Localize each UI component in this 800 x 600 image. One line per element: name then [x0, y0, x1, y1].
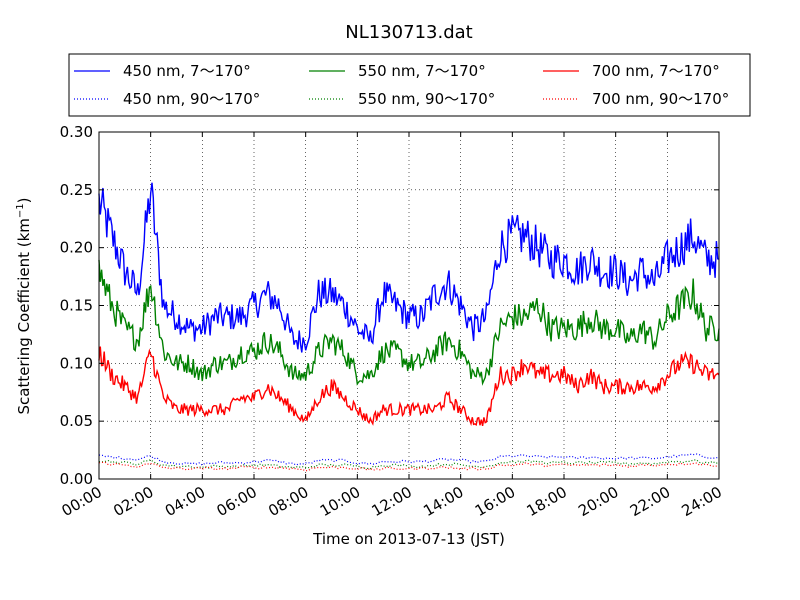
y-tick-label: 0.25 [60, 181, 93, 199]
x-tick-labels: 00:00 02:00 04:00 06:00 08:00 10:00 12:00 14:00… [59, 483, 725, 520]
y-tick-label: 0.15 [60, 297, 93, 315]
y-axis-label-sup: −1 [15, 203, 26, 218]
x-tick-label: 14:00 [420, 483, 466, 520]
legend-label: 700 nm, 7～170° [592, 62, 720, 80]
x-tick-label: 20:00 [575, 483, 621, 520]
legend-label: 450 nm, 90～170° [123, 90, 260, 108]
x-tick-label: 24:00 [679, 483, 725, 520]
legend: 450 nm, 7～170° 550 nm, 7～170° 700 nm, 7～17… [68, 53, 751, 117]
y-tick-label: 0.10 [60, 354, 93, 372]
y-tick-label: 0.20 [60, 239, 93, 257]
x-tick-label: 08:00 [265, 483, 311, 520]
x-tick-label: 22:00 [627, 483, 673, 520]
x-tick-label: 00:00 [59, 483, 105, 520]
series-line-4 [98, 346, 720, 427]
legend-item: 700 nm, 7～170° [543, 62, 720, 80]
series-line-5 [98, 461, 720, 472]
x-tick-label: 12:00 [369, 483, 415, 520]
series-group [98, 182, 720, 472]
y-tick-label: 0.05 [60, 412, 93, 430]
grid [99, 132, 719, 479]
x-tick-label: 02:00 [110, 483, 156, 520]
legend-box [68, 53, 751, 117]
x-tick-label: 16:00 [472, 483, 518, 520]
legend-item: 450 nm, 7～170° [74, 62, 251, 80]
legend-item: 550 nm, 7～170° [309, 62, 486, 80]
x-tick-label: 06:00 [214, 483, 260, 520]
legend-label: 550 nm, 7～170° [358, 62, 486, 80]
x-tick-label: 18:00 [524, 483, 570, 520]
x-tick-label: 04:00 [162, 483, 208, 520]
chart-title: NL130713.dat [345, 22, 472, 43]
legend-item: 450 nm, 90～170° [74, 90, 260, 108]
legend-item: 550 nm, 90～170° [309, 90, 495, 108]
series-line-3 [98, 459, 720, 470]
y-tick-label: 0.00 [60, 470, 93, 488]
ticks [98, 131, 720, 480]
y-tick-labels: 0.00 0.05 0.10 0.15 0.20 0.25 0.30 [60, 123, 93, 488]
y-axis-label: Scattering Coefficient (km−1) [15, 197, 33, 414]
legend-label: 450 nm, 7～170° [123, 62, 251, 80]
legend-item: 700 nm, 90～170° [543, 90, 729, 108]
x-axis-label: Time on 2013-07-13 (JST) [312, 530, 505, 548]
y-tick-label: 0.30 [60, 123, 93, 141]
series-line-2 [98, 259, 720, 386]
legend-label: 550 nm, 90～170° [358, 90, 495, 108]
series-line-0 [98, 182, 720, 353]
x-tick-label: 10:00 [317, 483, 363, 520]
series-line-1 [98, 453, 720, 466]
y-axis-label-tail: ) [15, 197, 33, 203]
y-axis-label-main: Scattering Coefficient (km [15, 218, 33, 414]
legend-label: 700 nm, 90～170° [592, 90, 729, 108]
